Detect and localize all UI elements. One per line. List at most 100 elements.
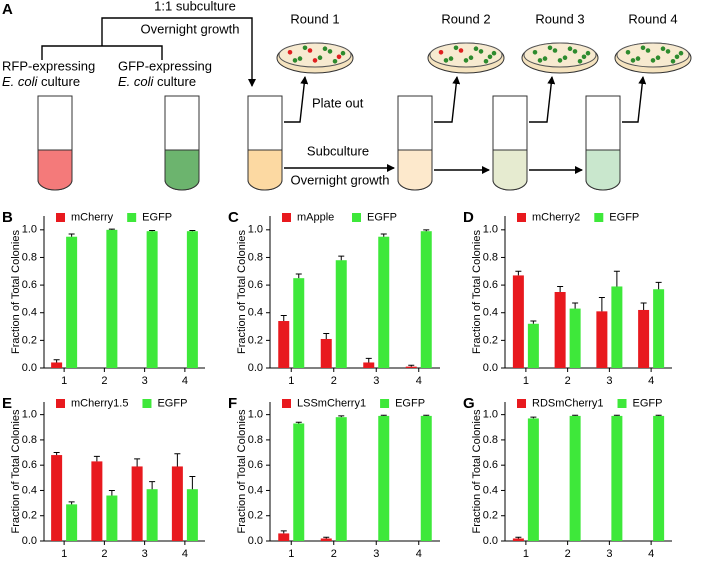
label: E. coli culture <box>118 74 196 89</box>
colony <box>581 54 587 60</box>
x-tick-label: 2 <box>331 375 337 387</box>
bar <box>106 495 118 541</box>
bar <box>66 236 78 368</box>
error-bar <box>530 416 537 419</box>
y-tick-label: 0.6 <box>22 459 37 471</box>
round-label: Round 2 <box>441 11 490 26</box>
colony <box>542 56 548 61</box>
y-tick-label: 1.0 <box>22 409 37 421</box>
colony <box>655 55 661 60</box>
error-bar <box>557 285 564 292</box>
legend-label: RDSmCherry1 <box>532 397 604 409</box>
error-bar <box>338 255 345 261</box>
colony <box>640 45 646 51</box>
colony <box>630 58 636 63</box>
y-tick-label: 0.6 <box>483 279 498 291</box>
legend-swatch <box>517 399 526 408</box>
y-tick-label: 0.4 <box>483 484 498 496</box>
y-tick-label: 1.0 <box>248 224 263 236</box>
panel-label: G <box>463 395 475 412</box>
error-bar <box>640 302 647 310</box>
error-bar <box>380 233 387 237</box>
x-tick-label: 2 <box>101 548 107 560</box>
y-tick-label: 0.0 <box>248 535 263 547</box>
y-tick-label: 1.0 <box>248 409 263 421</box>
arrow <box>284 76 309 123</box>
error-bar <box>598 297 605 312</box>
y-tick-label: 0.6 <box>22 279 37 291</box>
bar <box>638 309 650 368</box>
bar <box>106 229 118 368</box>
colony <box>660 46 666 51</box>
legend-swatch <box>127 213 137 222</box>
y-axis-label: Fraction of Total Colonies <box>471 409 483 533</box>
x-tick-label: 1 <box>523 548 529 560</box>
colony <box>674 54 680 60</box>
bar <box>653 415 665 541</box>
colony <box>532 50 538 55</box>
error-bar <box>295 421 302 424</box>
error-bar <box>174 453 181 467</box>
bar <box>420 415 432 541</box>
x-tick-label: 1 <box>523 375 529 387</box>
colony <box>665 49 671 54</box>
error-bar <box>423 414 430 416</box>
error-bar <box>613 414 620 416</box>
label: E. coli culture <box>2 74 80 89</box>
colony <box>585 50 591 56</box>
bar <box>405 366 417 368</box>
colony <box>292 58 298 63</box>
y-tick-label: 0.2 <box>483 510 498 522</box>
x-tick-label: 4 <box>416 375 422 387</box>
error-bar <box>365 357 372 363</box>
y-tick-label: 0.8 <box>248 434 263 446</box>
error-bar <box>323 332 330 339</box>
y-tick-label: 0.4 <box>248 484 263 496</box>
colony <box>670 59 676 64</box>
colony <box>483 59 489 64</box>
legend-label: mCherry <box>71 211 114 223</box>
colony <box>552 48 558 53</box>
error-bar <box>108 228 115 230</box>
bar <box>131 466 143 541</box>
panel-label: C <box>228 209 239 226</box>
label: E. coli <box>2 74 39 89</box>
x-tick-label: 2 <box>101 375 107 387</box>
y-axis-label: Fraction of Total Colonies <box>236 230 248 354</box>
colony <box>340 50 346 56</box>
y-tick-label: 0.2 <box>22 334 37 346</box>
legend-swatch <box>282 213 291 222</box>
colony <box>312 58 318 63</box>
colony <box>458 48 464 53</box>
panel-label: B <box>2 209 13 226</box>
x-tick-label: 3 <box>606 375 612 387</box>
y-tick-label: 0.4 <box>22 307 37 319</box>
y-tick-label: 0.2 <box>483 334 498 346</box>
y-tick-label: 0.0 <box>483 535 498 547</box>
bar <box>146 489 158 541</box>
bar <box>611 415 623 541</box>
error-bar <box>613 270 620 287</box>
bar <box>320 538 332 541</box>
bar <box>146 231 158 368</box>
bar <box>278 533 290 541</box>
x-tick-label: 3 <box>373 375 379 387</box>
panel-label: A <box>2 1 13 18</box>
colony <box>678 50 684 56</box>
error-bar <box>408 364 415 367</box>
error-bar <box>53 359 60 363</box>
error-bar <box>572 414 579 416</box>
label: E. coli <box>118 74 155 89</box>
error-bar <box>295 273 302 279</box>
legend-label: mCherry1.5 <box>71 397 128 409</box>
y-tick-label: 0.8 <box>248 251 263 263</box>
bar <box>186 231 198 368</box>
x-tick-label: 4 <box>648 548 654 560</box>
colony <box>557 58 563 63</box>
x-tick-label: 2 <box>331 548 337 560</box>
x-tick-label: 3 <box>373 548 379 560</box>
colony <box>635 56 641 61</box>
y-tick-label: 0.8 <box>483 434 498 446</box>
colony <box>287 50 293 55</box>
